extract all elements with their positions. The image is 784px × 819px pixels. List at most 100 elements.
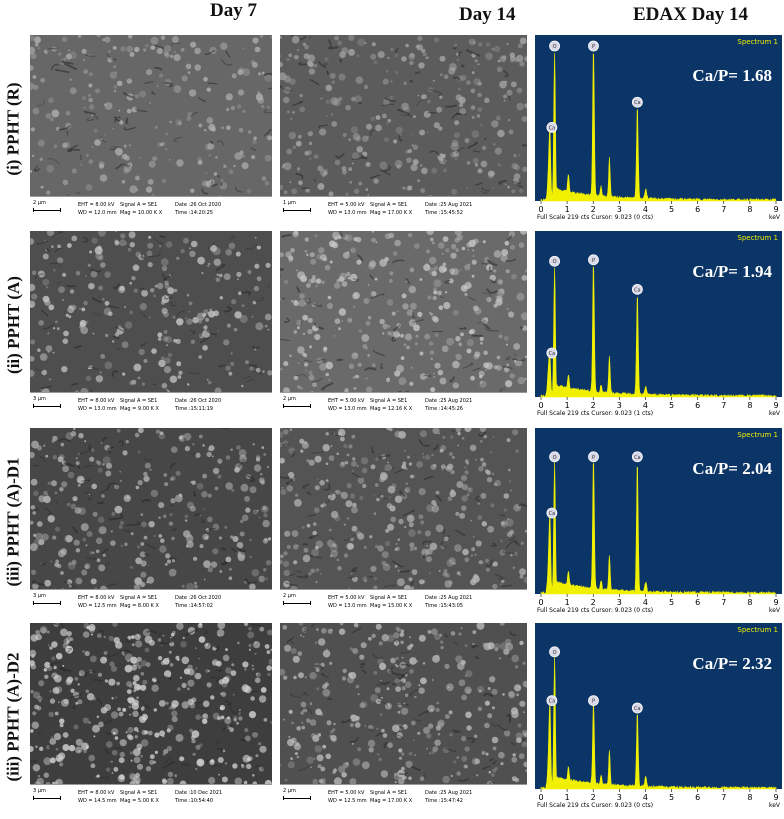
peak-label: P [592,258,595,264]
row-label: (i) PPHT (R) [3,35,25,223]
x-tick-label: 3 [617,401,622,409]
date-value: Date :25 Aug 2021 [425,595,473,601]
scale-label: 2 µm [283,396,296,402]
ca-p-ratio: Ca/P= 1.94 [692,262,772,281]
row-label: (iii) PPHT (A)-D1 [3,428,25,616]
signal-value: Signal A = SE1 [120,790,158,796]
scale-bar [283,796,311,800]
scale-label: 2 µm [33,200,46,206]
x-tick-label: 1 [565,205,570,213]
time-value: Time :14:20:25 [175,210,213,216]
peak-marker: Ca [546,507,558,519]
peak-label: Ca [634,100,641,106]
date-value: Date :26 Oct 2020 [175,398,222,404]
full-scale-readout: Full Scale 219 cts Cursor: 9.023 (1 cts) [537,410,654,417]
mag-value: Mag = 9.00 K X [120,406,159,412]
x-tick-label: 6 [695,401,700,409]
sem-info-bar: 3 µm EHT = 8.00 kV WD = 12.5 mm Signal A = … [30,589,272,616]
row-label-text: (iii) PPHT (A)-D2 [4,652,23,782]
date-value: Date :25 Aug 2021 [425,202,473,208]
peak-label: O [553,44,557,50]
x-tick-label: 2 [591,598,596,606]
x-tick-label: 7 [721,598,726,606]
x-tick-label: 3 [617,598,622,606]
x-tick-label: 3 [617,793,622,801]
time-value: Time :10:54:40 [175,798,213,804]
scale-label: 1 µm [283,200,296,206]
peak-label: P [592,699,595,705]
peak-marker: P [588,254,599,266]
sem-params-3: Date :25 Aug 2021 Time :14:45:26 [425,397,472,413]
time-value: Time :15:47:42 [425,798,463,804]
x-tick-label: 7 [721,793,726,801]
x-tick-label: 8 [747,401,752,409]
x-tick-label: 7 [721,205,726,213]
sem-params-2: Signal A = SE1 Mag = 17.00 K X [370,789,412,805]
peak-marker: Ca [631,451,643,463]
time-value: Time :14:57:02 [175,603,213,609]
eht-value: EHT = 5.00 kV [328,595,365,601]
eht-value: EHT = 5.00 kV [328,790,365,796]
eht-value: EHT = 8.00 kV [78,595,115,601]
x-tick-label: 4 [643,401,648,409]
eht-value: EHT = 5.00 kV [328,202,365,208]
sem-micrograph [280,428,527,590]
sem-params-2: Signal A = SE1 Mag = 12.16 K X [370,397,412,413]
edax-spectrum: Ca O P Ca Spectrum 1 Ca/P= 1.94 0 1 2 3 4 5 6 7 8 9 Full… [535,231,782,419]
eht-value: EHT = 8.00 kV [78,398,115,404]
peak-label: Ca [549,511,556,517]
peak-marker: P [588,451,599,463]
edax-plot-area [535,231,782,397]
time-value: Time :14:45:26 [425,406,463,412]
row-label: (iii) PPHT (A)-D2 [3,623,25,811]
spectrum-trace [540,656,777,790]
row-label-text: (i) PPHT (R) [4,82,24,176]
full-scale-readout: Full Scale 219 cts Cursor: 9.023 (0 cts) [537,802,654,809]
sem-info-bar: 2 µm EHT = 5.00 kV WD = 13.0 mm Signal A = … [280,392,527,419]
wd-value: WD = 12.0 mm [78,210,117,216]
day7-header: Day 7 [210,0,257,21]
wd-value: WD = 12.5 mm [78,603,117,609]
sem-micrograph [280,35,527,197]
x-tick-label: 6 [695,793,700,801]
peak-label: Ca [549,351,556,357]
x-tick-label: 0 [538,793,543,801]
signal-value: Signal A = SE1 [120,202,158,208]
x-axis-unit: keV [768,410,780,417]
x-axis-unit: keV [768,214,780,221]
peak-marker: P [588,695,599,706]
edax-spectrum: Ca O P Ca Spectrum 1 Ca/P= 2.04 0 1 2 3 4 5 6 7 8 9 Full… [535,428,782,616]
sem-params-3: Date :26 Oct 2020 Time :15:11:19 [175,397,221,413]
peak-marker: O [549,40,560,52]
x-axis-unit: keV [768,607,780,614]
peak-marker: Ca [546,122,558,133]
scale-bar [33,404,61,408]
edax-plot-area [535,35,782,201]
sem-params-3: Date :25 Aug 2021 Time :15:47:42 [425,789,472,805]
x-tick-label: 8 [747,793,752,801]
spectrum-trace [540,461,777,595]
sem-params-3: Date :10 Dec 2021 Time :10:54:40 [175,789,222,805]
wd-value: WD = 13.0 mm [78,406,117,412]
x-tick-label: 5 [669,205,674,213]
peak-marker: Ca [631,283,643,295]
sem-params-1: EHT = 5.00 kV WD = 13.0 mm [328,397,367,413]
sem-params-2: Signal A = SE1 Mag = 5.00 K X [120,789,159,805]
peak-marker: O [549,451,560,463]
time-value: Time :15:43:05 [425,603,463,609]
sem-image: 2 µm EHT = 5.00 kV WD = 12.5 mm Signal A = … [280,623,527,811]
x-axis-unit: keV [768,802,780,809]
peak-label: Ca [549,699,556,705]
sem-params-3: Date :26 Oct 2020 Time :14:20:25 [175,201,221,217]
peak-marker: P [588,40,599,52]
sem-params-2: Signal A = SE1 Mag = 8.00 K X [120,594,159,610]
sem-params-2: Signal A = SE1 Mag = 10.00 K X [120,201,162,217]
mag-value: Mag = 15.00 K X [370,603,413,609]
sem-params-3: Date :25 Aug 2021 Time :15:43:05 [425,594,472,610]
sem-image: 2 µm EHT = 5.00 kV WD = 13.0 mm Signal A = … [280,231,527,419]
edax-plot: Ca O P Ca Spectrum 1 Ca/P= 2.32 0 1 2 3 4 5 6 7 8 9 [535,623,782,801]
spectrum-title: Spectrum 1 [737,431,778,439]
x-tick-label: 7 [721,401,726,409]
scale-label: 3 µm [33,788,46,794]
x-tick-label: 8 [747,205,752,213]
